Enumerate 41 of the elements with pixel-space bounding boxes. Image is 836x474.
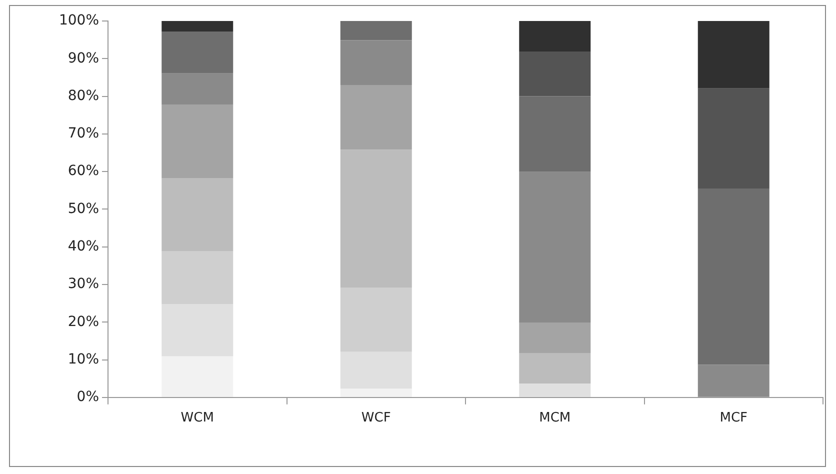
y-tick-label: 60% — [68, 163, 99, 180]
bar — [519, 96, 591, 172]
bar — [519, 172, 591, 322]
x-tick-label: WCM — [180, 410, 214, 426]
bar — [698, 188, 770, 365]
y-tick-label: 50% — [68, 200, 99, 217]
y-tick-label: 40% — [68, 238, 99, 254]
bar — [340, 352, 412, 389]
bar — [162, 356, 234, 397]
bar — [519, 383, 591, 397]
y-tick-label: 70% — [68, 126, 99, 142]
y-tick-label: 30% — [68, 276, 99, 292]
bar — [519, 352, 591, 384]
bar — [698, 21, 770, 88]
bar — [519, 21, 591, 52]
bar — [162, 73, 234, 105]
y-tick-label: 90% — [68, 50, 99, 66]
y-tick-label: 80% — [68, 88, 99, 104]
x-tick-label: WCF — [361, 410, 391, 426]
x-tick-label: MCM — [539, 410, 571, 426]
bar — [340, 288, 412, 352]
bar — [340, 40, 412, 85]
bar — [162, 104, 234, 178]
bar — [340, 150, 412, 288]
y-tick-label: 10% — [68, 351, 99, 368]
x-tick-label: MCF — [720, 410, 748, 426]
bar — [162, 32, 234, 74]
y-tick-label: 100% — [58, 12, 99, 29]
bar — [519, 322, 591, 353]
y-tick-label: 0% — [76, 389, 99, 406]
bar — [162, 178, 234, 252]
bar — [698, 88, 770, 188]
bar — [519, 51, 591, 96]
y-tick-label: 20% — [68, 314, 99, 330]
bar — [340, 388, 412, 397]
bar — [162, 21, 234, 32]
bar — [340, 84, 412, 150]
bar — [340, 21, 412, 40]
bar — [162, 251, 234, 304]
bar — [698, 364, 770, 397]
bar — [162, 304, 234, 356]
